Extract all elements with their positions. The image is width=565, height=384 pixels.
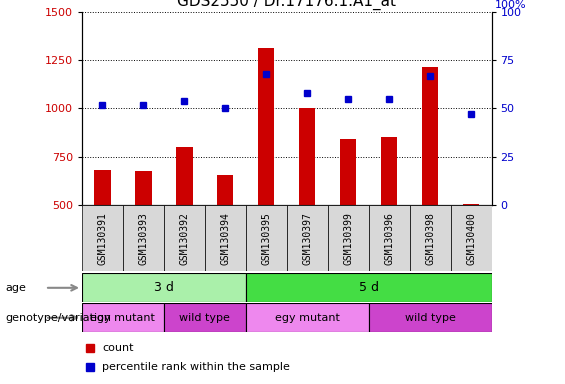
Bar xyxy=(123,205,164,271)
Text: egy mutant: egy mutant xyxy=(275,313,340,323)
Text: wild type: wild type xyxy=(179,313,231,323)
Text: GSM130392: GSM130392 xyxy=(179,212,189,265)
Bar xyxy=(246,303,369,332)
Bar xyxy=(94,170,111,205)
Bar xyxy=(463,204,479,205)
Bar xyxy=(217,175,233,205)
Text: count: count xyxy=(102,343,134,353)
Bar xyxy=(369,303,492,332)
Bar xyxy=(381,137,397,205)
Text: GSM130396: GSM130396 xyxy=(384,212,394,265)
Text: GSM130394: GSM130394 xyxy=(220,212,231,265)
Text: egy mutant: egy mutant xyxy=(90,313,155,323)
Bar xyxy=(164,303,246,332)
Bar xyxy=(410,205,451,271)
Text: wild type: wild type xyxy=(405,313,455,323)
Text: 3 d: 3 d xyxy=(154,281,174,294)
Text: GSM130398: GSM130398 xyxy=(425,212,435,265)
Bar xyxy=(340,139,357,205)
Bar xyxy=(299,109,315,205)
Bar xyxy=(328,205,369,271)
Text: GSM130395: GSM130395 xyxy=(261,212,271,265)
Bar xyxy=(258,48,275,205)
Bar xyxy=(82,205,123,271)
Text: age: age xyxy=(6,283,27,293)
Bar xyxy=(422,67,438,205)
Bar xyxy=(176,147,193,205)
Bar xyxy=(164,205,205,271)
Text: percentile rank within the sample: percentile rank within the sample xyxy=(102,362,290,372)
Bar xyxy=(205,205,246,271)
Bar xyxy=(135,170,151,205)
Text: GSM130397: GSM130397 xyxy=(302,212,312,265)
Text: GSM130391: GSM130391 xyxy=(97,212,107,265)
Text: genotype/variation: genotype/variation xyxy=(6,313,112,323)
Bar xyxy=(451,205,492,271)
Text: GSM130399: GSM130399 xyxy=(343,212,353,265)
Text: GSM130400: GSM130400 xyxy=(466,212,476,265)
Bar xyxy=(82,273,246,302)
Bar xyxy=(369,205,410,271)
Text: GSM130393: GSM130393 xyxy=(138,212,149,265)
Title: GDS2550 / Dr.17176.1.A1_at: GDS2550 / Dr.17176.1.A1_at xyxy=(177,0,396,10)
Bar xyxy=(287,205,328,271)
Bar xyxy=(246,205,287,271)
Text: 100%: 100% xyxy=(494,0,526,10)
Bar xyxy=(82,303,164,332)
Bar xyxy=(246,273,492,302)
Text: 5 d: 5 d xyxy=(359,281,379,294)
